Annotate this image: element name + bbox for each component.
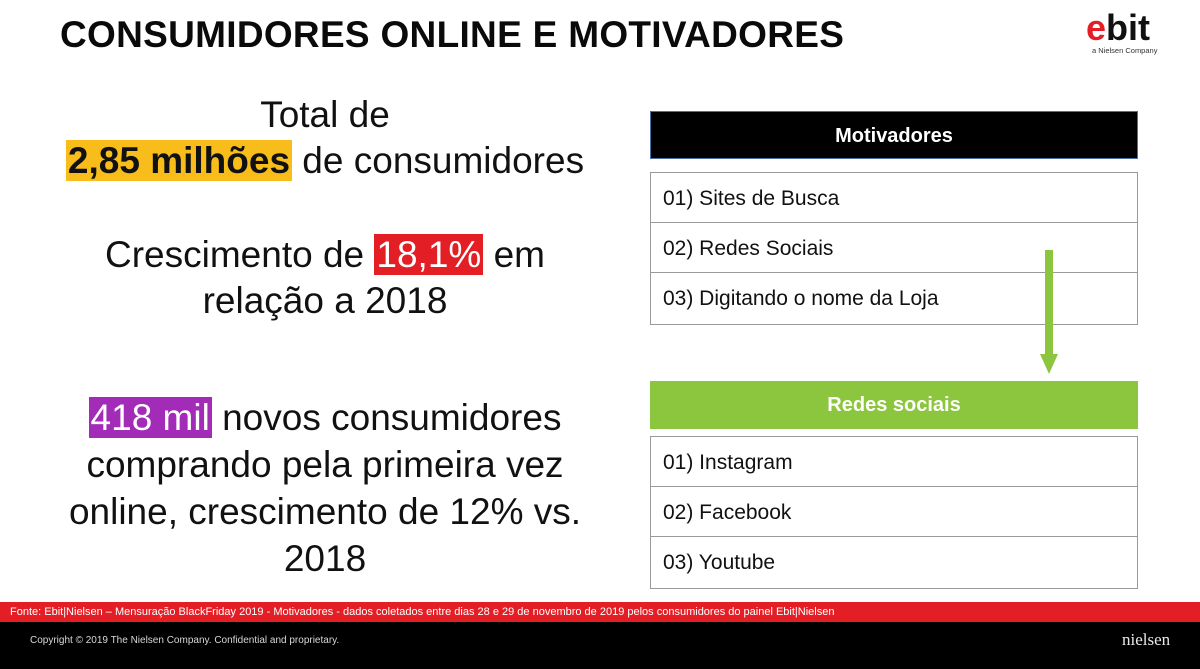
new-line1: 418 mil novos consumidores [30,394,620,441]
list-item: 03) Digitando o nome da Loja [663,287,939,310]
new-rest: novos consumidores [211,397,562,438]
total-highlight: 2,85 milhões [65,140,293,181]
growth-pre: Crescimento de [105,234,375,275]
new-line2: comprando pela primeira vez [86,444,564,485]
list-item: 02) Redes Sociais [651,223,1137,273]
motivadores-header: Motivadores [650,111,1138,159]
logo-e: e [1086,7,1107,48]
redes-sociais-list: 01) Instagram 02) Facebook 03) Youtube [650,436,1138,589]
redes-sociais-header: Redes sociais [650,381,1138,429]
growth-line1: Crescimento de 18,1% em [30,232,620,278]
page-title: CONSUMIDORES ONLINE E MOTIVADORES [60,14,845,55]
list-item: 01) Sites de Busca [651,173,1137,223]
total-line1: Total de [260,94,390,135]
new-line4: 2018 [283,538,367,579]
list-item: 02) Facebook [651,487,1137,537]
list-item: 03) Youtube [663,551,776,574]
new-consumers-block: 418 mil novos consumidores comprando pel… [30,394,620,582]
list-item: 01) Instagram [651,437,1137,487]
growth-block: Crescimento de 18,1% em relação a 2018 [30,232,620,324]
new-highlight: 418 mil [88,397,212,438]
arrow-down-icon [1040,250,1058,374]
total-consumers-block: Total de 2,85 milhões de consumidores [30,92,620,184]
growth-line2: relação a 2018 [202,280,448,321]
copyright-text: Copyright © 2019 The Nielsen Company. Co… [30,635,340,646]
motivadores-list: 01) Sites de Busca 02) Redes Sociais 03)… [650,172,1138,325]
logo-subtitle: a Nielsen Company [1092,46,1158,55]
nielsen-logo: nielsen [1122,630,1171,649]
total-line2: 2,85 milhões de consumidores [30,138,620,184]
new-line3: online, crescimento de 12% vs. [68,491,582,532]
total-rest: de consumidores [292,140,585,181]
ebit-logo: ebit a Nielsen Company [1086,10,1178,58]
source-note: Fonte: Ebit|Nielsen – Mensuração BlackFr… [0,602,1200,622]
growth-highlight: 18,1% [374,234,484,275]
footer-bar: Copyright © 2019 The Nielsen Company. Co… [0,622,1200,669]
logo-bit: bit [1106,7,1151,48]
growth-post: em [483,234,545,275]
logo-mark: ebit [1086,10,1150,46]
